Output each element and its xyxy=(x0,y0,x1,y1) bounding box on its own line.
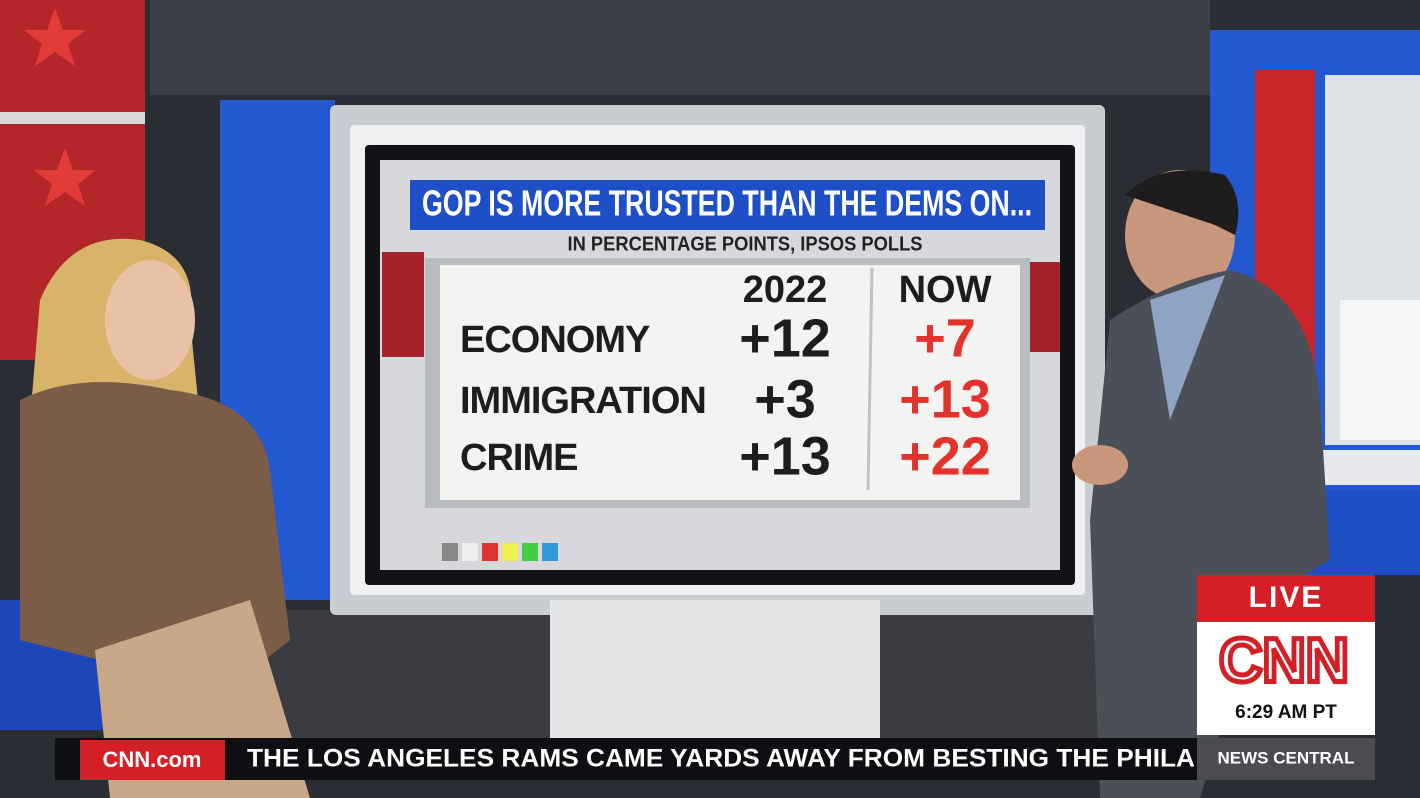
star xyxy=(24,8,86,66)
row-value: +3 xyxy=(754,369,816,429)
row-label: IMMIGRATION xyxy=(460,380,706,422)
column-divider xyxy=(866,267,874,491)
time-label: 6:29 AM PT xyxy=(1235,702,1337,723)
row-label: ECONOMY xyxy=(460,319,650,361)
screen-title: GOP IS MORE TRUSTED THAN THE DEMS ON... xyxy=(422,183,1032,224)
row-value: +13 xyxy=(739,426,831,486)
star-band xyxy=(1320,450,1420,485)
ticker-logo: CNN.com xyxy=(102,747,201,772)
star xyxy=(34,148,96,206)
network-box xyxy=(1197,738,1375,780)
ticker-text: THE LOS ANGELES RAMS CAME YARDS AWAY FRO… xyxy=(247,745,1195,773)
side-menu-right xyxy=(1030,262,1060,352)
title-bar xyxy=(410,180,1045,230)
ticker-bar xyxy=(55,738,1197,780)
table-panel xyxy=(440,265,1020,500)
network-label: NEWS CENTRAL xyxy=(1218,748,1355,767)
row-label: CRIME xyxy=(460,437,577,479)
cnn-logo: CNN xyxy=(1219,626,1349,695)
side-menu-left xyxy=(382,252,424,357)
screen-subtitle: IN PERCENTAGE POINTS, IPSOS POLLS xyxy=(568,233,923,255)
row-value: +13 xyxy=(899,369,991,429)
logo-box xyxy=(1197,622,1375,735)
color-swatches xyxy=(442,543,558,561)
row-value: +7 xyxy=(914,308,976,368)
row-value: +12 xyxy=(739,308,831,368)
ticker-logo-box xyxy=(80,740,225,780)
live-box xyxy=(1197,575,1375,622)
panel-divider xyxy=(0,112,145,124)
column-header: NOW xyxy=(899,269,992,311)
white-house-facade xyxy=(1340,300,1420,440)
live-label: LIVE xyxy=(1249,581,1324,614)
ceiling xyxy=(150,0,1210,95)
monitor-stand xyxy=(550,600,880,740)
row-value: +22 xyxy=(899,426,991,486)
column-header: 2022 xyxy=(743,269,828,311)
presenter-right xyxy=(1072,170,1330,798)
